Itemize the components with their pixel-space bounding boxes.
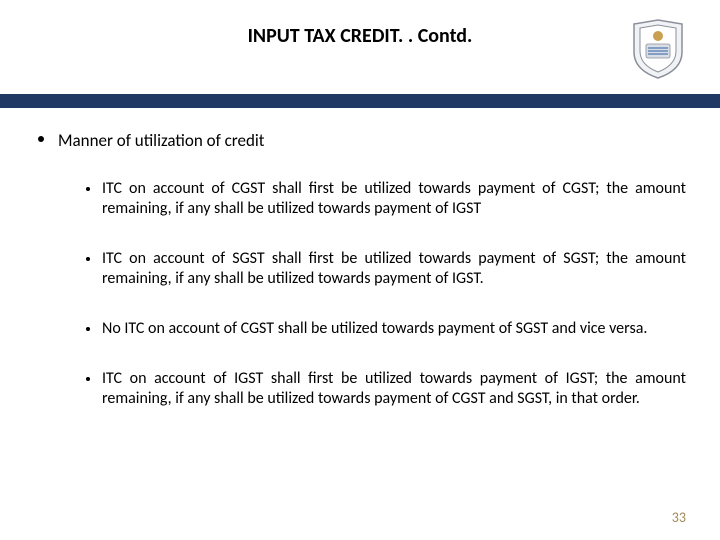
list-item: ITC on account of IGST shall first be ut… (86, 369, 686, 409)
bullet-dot-icon (38, 136, 44, 142)
title-text: INPUT TAX CREDIT. . Contd. (248, 24, 473, 48)
sub-bullet-list: ITC on account of CGST shall first be ut… (86, 179, 686, 409)
sub-bullet-text: ITC on account of SGST shall first be ut… (102, 249, 686, 289)
list-item: ITC on account of CGST shall first be ut… (86, 179, 686, 219)
sub-bullet-text: No ITC on account of CGST shall be utili… (102, 319, 686, 339)
content-area: Manner of utilization of credit ITC on a… (38, 130, 686, 439)
bullet-dot-icon (86, 187, 90, 191)
list-item: ITC on account of SGST shall first be ut… (86, 249, 686, 289)
list-item: No ITC on account of CGST shall be utili… (86, 319, 686, 339)
page-title: INPUT TAX CREDIT. . Contd. (0, 0, 720, 48)
sub-bullet-text: ITC on account of IGST shall first be ut… (102, 369, 686, 409)
bullet-dot-icon (86, 377, 90, 381)
main-bullet-text: Manner of utilization of credit (58, 130, 264, 151)
bullet-dot-icon (86, 257, 90, 261)
horizontal-divider (0, 94, 720, 108)
emblem-logo (630, 18, 686, 80)
bullet-dot-icon (86, 327, 90, 331)
sub-bullet-text: ITC on account of CGST shall first be ut… (102, 179, 686, 219)
page-number: 33 (672, 509, 686, 526)
main-bullet: Manner of utilization of credit (38, 130, 686, 151)
slide: INPUT TAX CREDIT. . Contd. Manner of uti… (0, 0, 720, 540)
